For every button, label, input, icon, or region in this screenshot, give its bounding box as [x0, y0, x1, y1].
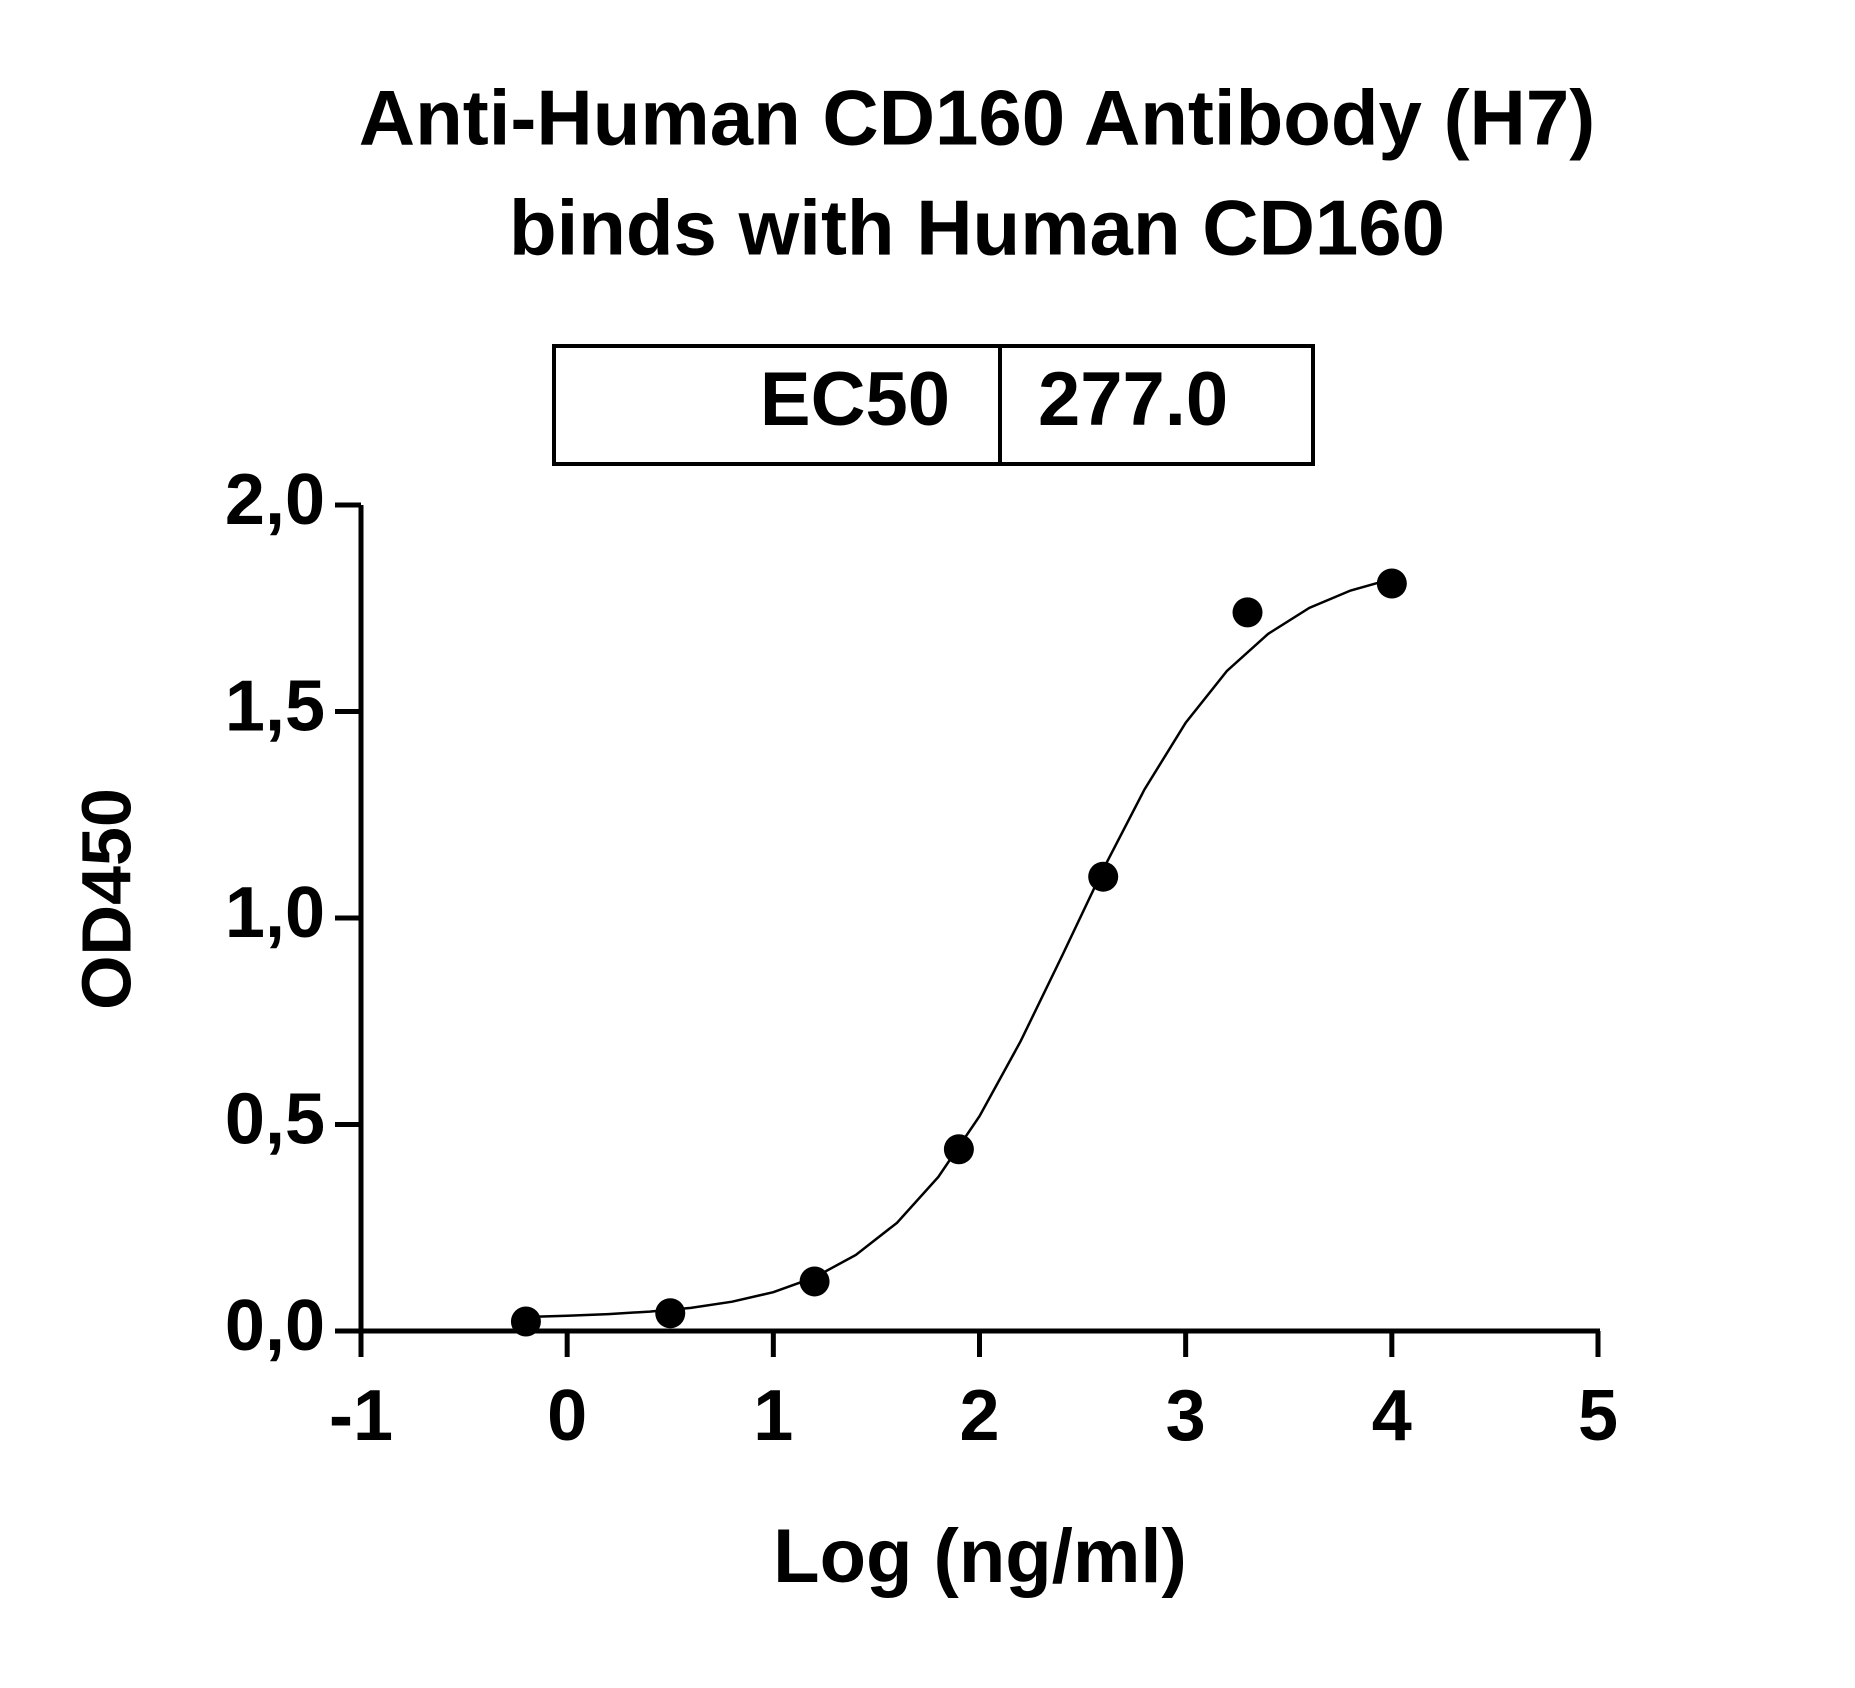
x-tick-label: 3: [1166, 1376, 1206, 1456]
y-axis-label: OD450: [67, 788, 145, 1010]
ec50-label: EC50: [760, 357, 950, 442]
x-tick-label: 4: [1372, 1376, 1412, 1456]
ec50-box: [552, 344, 1315, 466]
chart-subtitle: binds with Human CD160: [509, 184, 1445, 272]
data-point: [510, 1306, 541, 1337]
x-tick-label: -1: [329, 1376, 393, 1456]
y-tick-label: 0,5: [225, 1080, 325, 1160]
y-tick-label: 0,0: [225, 1286, 325, 1366]
x-axis-label: Log (ng/ml): [773, 1514, 1187, 1599]
y-tick-label: 1,0: [225, 873, 325, 953]
chart-title: Anti-Human CD160 Antibody (H7): [359, 74, 1595, 162]
data-point: [1376, 568, 1407, 599]
data-point: [943, 1134, 974, 1165]
data-point: [1088, 861, 1119, 892]
x-tick-label: 1: [753, 1376, 793, 1456]
x-tick-label: 5: [1578, 1376, 1618, 1456]
fit-curve: [525, 577, 1393, 1319]
y-tick-label: 1,5: [225, 667, 325, 747]
data-point: [799, 1266, 830, 1297]
data-point: [655, 1298, 686, 1329]
x-tick-label: 0: [547, 1376, 587, 1456]
y-tick-label: 2,0: [225, 460, 325, 540]
ec50-value: 277.0: [1038, 357, 1228, 442]
data-point: [1232, 597, 1263, 628]
x-tick-label: 2: [959, 1376, 999, 1456]
